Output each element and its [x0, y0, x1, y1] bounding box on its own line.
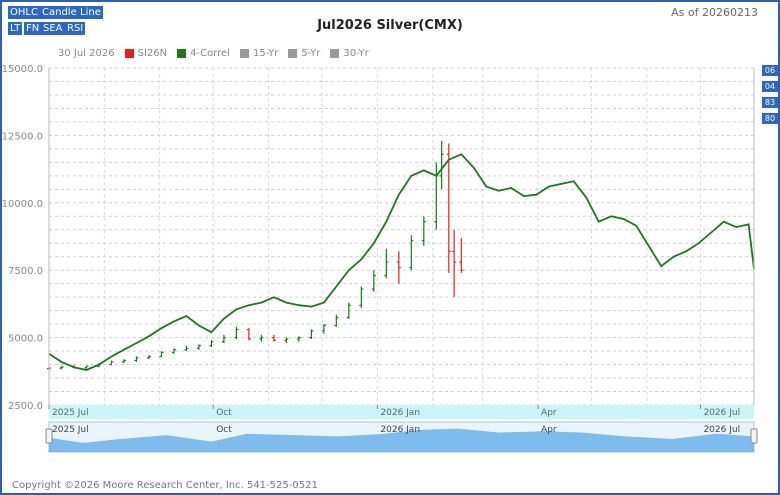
x-tick-label: Apr	[541, 408, 557, 418]
ohlc-bar	[84, 365, 89, 369]
right-badge[interactable]: 04	[762, 81, 778, 92]
y-tick-label: 12500.0	[2, 131, 43, 142]
ohlc-bar	[109, 360, 114, 366]
ohlc-bar	[184, 345, 189, 352]
ohlc-bar	[171, 348, 176, 354]
ohlc-bar	[271, 334, 276, 342]
legend-item-15-yr[interactable]: 15-Yr	[239, 48, 278, 59]
ohlc-bar	[446, 143, 451, 273]
ohlc-bar	[346, 302, 351, 319]
ohlc-bar	[246, 328, 251, 341]
legend-date: 30 Jul 2026	[58, 48, 115, 59]
ohlc-button[interactable]: OHLC	[8, 6, 40, 19]
navigator-label: 2026 Jan	[380, 425, 420, 435]
ohlc-bar	[321, 324, 326, 334]
navigator-handle-right[interactable]	[750, 428, 758, 444]
navigator-area	[49, 428, 754, 452]
y-tick-label: 10000.0	[2, 199, 43, 210]
legend-swatch-icon	[124, 49, 134, 58]
legend-swatch-icon	[288, 49, 298, 58]
line-button[interactable]: Line	[78, 6, 103, 19]
navigator-label: Apr	[541, 425, 557, 435]
fn-button[interactable]: FN	[24, 22, 42, 35]
ohlc-bar	[396, 251, 401, 284]
ohlc-bar	[259, 334, 264, 342]
copyright: Copyright ©2026 Moore Research Center, I…	[12, 480, 318, 491]
ohlc-bar	[59, 365, 64, 370]
y-tick-label: 7500.0	[8, 266, 43, 277]
y-tick-label: 15000.0	[2, 64, 43, 75]
navigator-label: 2026 Jul	[703, 425, 740, 435]
as-of-date: As of 20260213	[671, 6, 758, 19]
sea-button[interactable]: SEA	[41, 22, 65, 35]
ohlc-bar	[434, 162, 439, 230]
ohlc-bar	[196, 344, 201, 350]
ohlc-bar	[146, 355, 151, 360]
y-tick-label: 5000.0	[8, 334, 43, 345]
ohlc-bar	[371, 270, 376, 292]
legend: 30 Jul 2026 SI26N 4-Correl 15-Yr 5-Yr 30…	[58, 48, 369, 59]
legend-swatch-icon	[239, 49, 249, 58]
series-line-4-correl	[48, 153, 755, 371]
navigator-handle-left[interactable]	[45, 428, 53, 444]
right-badge[interactable]: 80	[762, 113, 778, 124]
right-badge[interactable]: 83	[762, 97, 778, 108]
ohlc-bar	[421, 216, 426, 246]
ohlc-bar	[221, 334, 226, 343]
ohlc-bar	[309, 329, 314, 339]
lt-button[interactable]: LT	[8, 22, 23, 35]
ohlc-bar	[296, 336, 301, 342]
candle-button[interactable]: Candle	[40, 6, 79, 19]
navigator-label: Oct	[216, 425, 232, 435]
ohlc-bar	[359, 286, 364, 308]
x-tick-label: 2026 Jul	[703, 408, 740, 418]
ohlc-bar	[159, 351, 164, 358]
ohlc-bar	[384, 248, 389, 279]
ohlc-bar	[439, 140, 444, 190]
navigator-label: 2025 Jul	[52, 425, 89, 435]
ohlc-bar	[334, 314, 339, 327]
right-badge[interactable]: 06	[762, 65, 778, 76]
x-tick-label: Oct	[216, 408, 232, 418]
legend-swatch-icon	[330, 49, 340, 58]
ohlc-bar	[209, 340, 214, 348]
ohlc-bar	[409, 235, 414, 271]
x-tick-label: 2026 Jan	[380, 408, 420, 418]
x-axis-band	[49, 405, 754, 419]
chart-title: Jul2026 Silver(CMX)	[317, 18, 463, 33]
ohlc-bar	[459, 237, 464, 273]
legend-item-5-yr[interactable]: 5-Yr	[288, 48, 320, 59]
legend-item-4-correl[interactable]: 4-Correl	[177, 48, 230, 59]
legend-item-si26n[interactable]: SI26N	[124, 48, 167, 59]
legend-swatch-icon	[177, 49, 187, 58]
ohlc-bar	[234, 326, 239, 339]
legend-item-30-yr[interactable]: 30-Yr	[330, 48, 369, 59]
y-tick-label: 2500.0	[8, 401, 43, 412]
ohlc-bar	[121, 359, 126, 364]
ohlc-bar	[134, 356, 139, 362]
rsi-button[interactable]: RSI	[65, 22, 86, 35]
ohlc-bar	[284, 337, 289, 343]
ohlc-bar	[452, 229, 457, 298]
x-tick-label: 2025 Jul	[52, 408, 89, 418]
